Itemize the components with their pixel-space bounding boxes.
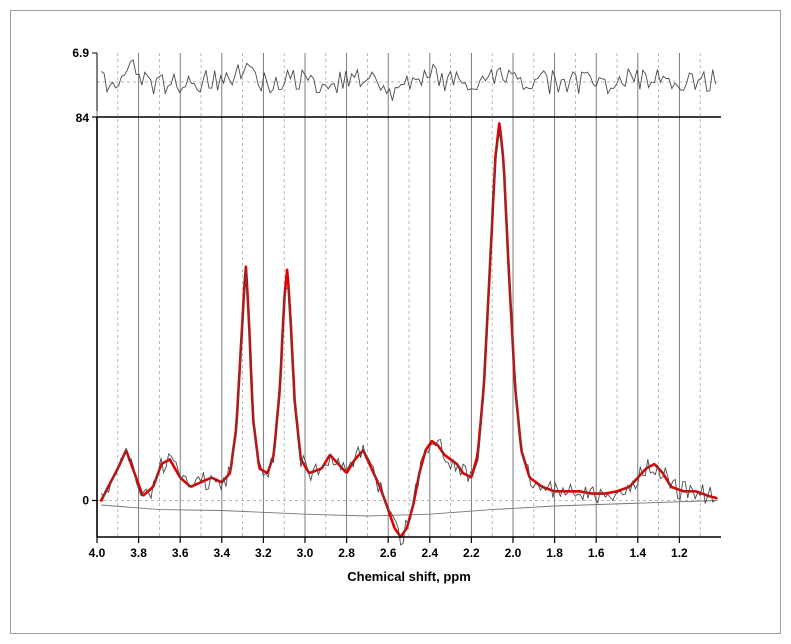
residual-max-label: 6.9 [72, 46, 89, 60]
xtick-label: 3.6 [172, 546, 189, 560]
y-zero-label: 0 [82, 493, 89, 507]
residual-trace [101, 60, 715, 101]
xtick-label: 2.2 [463, 546, 480, 560]
xtick-label: 1.8 [546, 546, 563, 560]
xtick-label: 4.0 [89, 546, 106, 560]
xtick-label: 1.4 [629, 546, 646, 560]
xtick-label: 2.4 [421, 546, 438, 560]
xtick-label: 3.2 [255, 546, 272, 560]
xtick-label: 2.0 [505, 546, 522, 560]
xtick-label: 3.4 [213, 546, 230, 560]
xtick-label: 3.8 [130, 546, 147, 560]
figure-container: { "layout":{ "svg_w":700,"svg_h":565, "p… [0, 0, 791, 644]
xtick-label: 2.6 [380, 546, 397, 560]
x-axis-label: Chemical shift, ppm [347, 569, 471, 584]
baseline-curve [101, 501, 717, 517]
y-max-label: 84 [76, 111, 90, 125]
xtick-label: 2.8 [338, 546, 355, 560]
raw-trace [101, 131, 715, 546]
nmr-spectrum-chart: 4.0 3.8 3.6 3.4 3.2 3.0 2.8 2.6 2.4 2.2 2.0 1.8 1.6 1… [41, 29, 741, 594]
xtick-label: 1.2 [671, 546, 688, 560]
xtick-label: 1.6 [588, 546, 605, 560]
plot-frame: { "layout":{ "svg_w":700,"svg_h":565, "p… [10, 10, 781, 634]
xtick-label: 3.0 [297, 546, 314, 560]
